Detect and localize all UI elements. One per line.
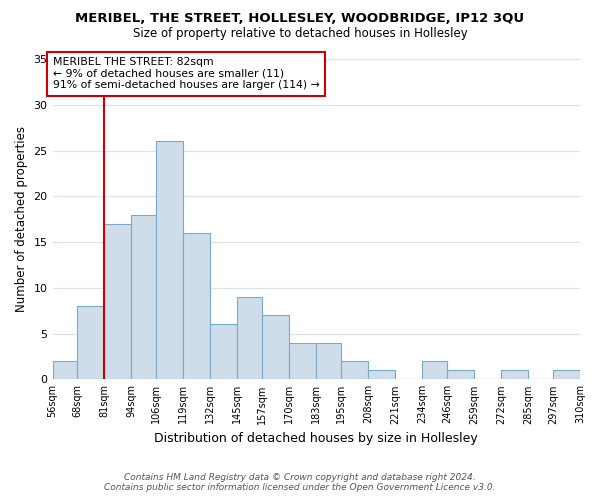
Bar [289, 342, 316, 380]
Bar [341, 361, 368, 380]
Bar [262, 315, 289, 380]
Bar [422, 361, 447, 380]
Bar [131, 214, 157, 380]
Bar [53, 361, 77, 380]
Text: MERIBEL, THE STREET, HOLLESLEY, WOODBRIDGE, IP12 3QU: MERIBEL, THE STREET, HOLLESLEY, WOODBRID… [76, 12, 524, 26]
Text: Size of property relative to detached houses in Hollesley: Size of property relative to detached ho… [133, 28, 467, 40]
Text: Contains HM Land Registry data © Crown copyright and database right 2024.
Contai: Contains HM Land Registry data © Crown c… [104, 473, 496, 492]
Bar [368, 370, 395, 380]
Text: MERIBEL THE STREET: 82sqm
← 9% of detached houses are smaller (11)
91% of semi-d: MERIBEL THE STREET: 82sqm ← 9% of detach… [53, 57, 319, 90]
Bar [184, 233, 211, 380]
Bar [316, 342, 341, 380]
Bar [501, 370, 528, 380]
Y-axis label: Number of detached properties: Number of detached properties [15, 126, 28, 312]
Bar [77, 306, 104, 380]
Bar [211, 324, 238, 380]
Bar [553, 370, 580, 380]
Bar [238, 297, 262, 380]
X-axis label: Distribution of detached houses by size in Hollesley: Distribution of detached houses by size … [154, 432, 478, 445]
Bar [157, 142, 184, 380]
Bar [447, 370, 474, 380]
Bar [104, 224, 131, 380]
